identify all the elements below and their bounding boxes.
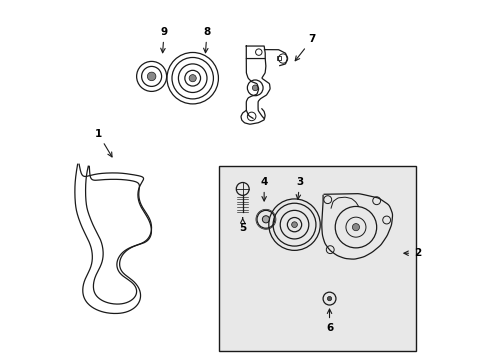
Text: 7: 7 <box>295 34 315 61</box>
Circle shape <box>326 296 331 301</box>
Text: 3: 3 <box>296 177 303 199</box>
Text: 5: 5 <box>239 218 246 233</box>
Text: 2: 2 <box>403 248 421 258</box>
Circle shape <box>352 224 359 231</box>
Circle shape <box>291 222 297 228</box>
Text: 1: 1 <box>94 129 112 157</box>
Text: 9: 9 <box>160 27 167 53</box>
Circle shape <box>147 72 156 81</box>
Circle shape <box>262 216 269 223</box>
Circle shape <box>189 75 196 82</box>
Text: 6: 6 <box>325 309 332 333</box>
Bar <box>219 166 415 351</box>
Text: 8: 8 <box>203 27 210 53</box>
Circle shape <box>252 85 258 91</box>
Text: 4: 4 <box>260 177 267 201</box>
